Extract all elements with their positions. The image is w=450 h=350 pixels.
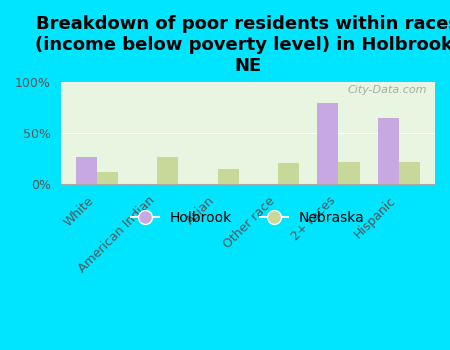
Title: Breakdown of poor residents within races
(income below poverty level) in Holbroo: Breakdown of poor residents within races…	[36, 15, 450, 75]
Text: City-Data.com: City-Data.com	[348, 85, 428, 95]
Bar	[317, 103, 338, 184]
Bar	[157, 156, 178, 184]
Bar	[378, 118, 399, 184]
Bar	[76, 156, 97, 184]
Bar	[338, 162, 360, 184]
Bar	[278, 163, 299, 184]
Bar	[97, 172, 118, 184]
Bar	[218, 169, 239, 184]
Legend: Holbrook, Nebraska: Holbrook, Nebraska	[126, 205, 370, 231]
Bar	[399, 162, 420, 184]
